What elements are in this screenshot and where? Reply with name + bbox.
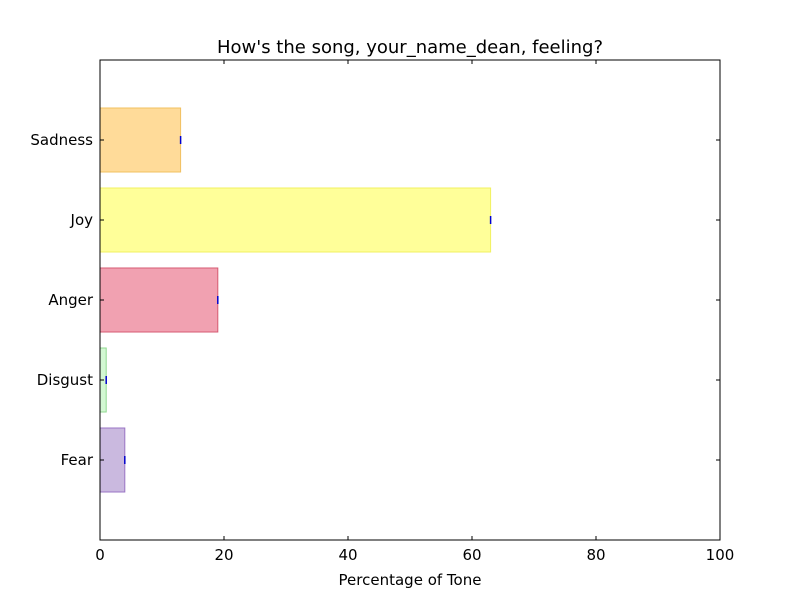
- bar-joy: [99, 187, 492, 253]
- plot-frame: [99, 59, 721, 541]
- y-tick-label-disgust: Disgust: [37, 371, 93, 389]
- x-tick-label-80: 80: [586, 546, 605, 564]
- x-axis-label: Percentage of Tone: [339, 571, 482, 589]
- x-tick-label-60: 60: [462, 546, 481, 564]
- bar-fear: [99, 427, 126, 493]
- x-tick-label-100: 100: [706, 546, 735, 564]
- y-tick-label-anger: Anger: [48, 291, 94, 309]
- y-ticks-group: Sadness Joy Anger Disgust Fear: [30, 131, 720, 469]
- bars-group: [99, 107, 492, 493]
- x-tick-label-40: 40: [338, 546, 357, 564]
- y-tick-label-fear: Fear: [61, 451, 94, 469]
- x-tick-label-0: 0: [95, 546, 105, 564]
- bar-anger: [99, 267, 219, 333]
- bar-sadness: [99, 107, 182, 173]
- y-tick-label-joy: Joy: [70, 211, 94, 229]
- y-tick-label-sadness: Sadness: [30, 131, 93, 149]
- x-tick-label-20: 20: [214, 546, 233, 564]
- chart-title: How's the song, your_name_dean, feeling?: [217, 37, 603, 58]
